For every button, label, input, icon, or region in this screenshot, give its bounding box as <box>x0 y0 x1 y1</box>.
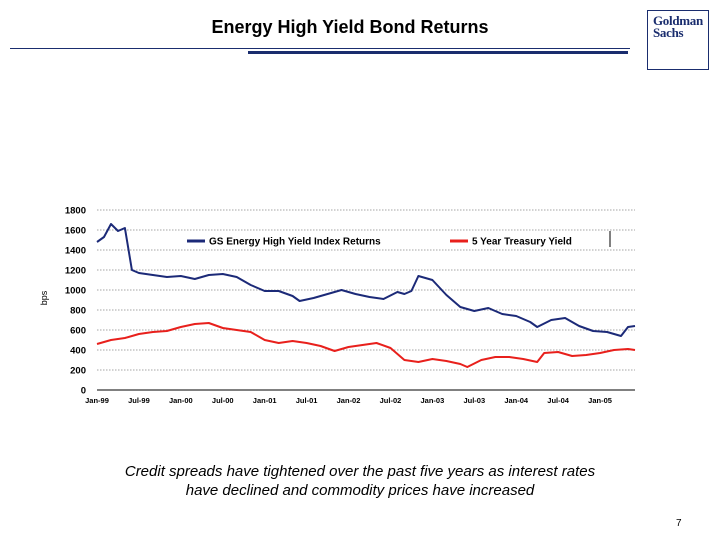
x-tick-label: Jul-03 <box>463 396 485 405</box>
goldman-sachs-logo: Goldman Sachs <box>647 10 709 70</box>
y-tick-label: 1800 <box>65 206 86 217</box>
caption-line-2: have declined and commodity prices have … <box>185 482 535 499</box>
y-tick-label: 600 <box>70 326 86 337</box>
y-tick-label: 1400 <box>65 246 86 257</box>
x-tick-labels: Jan-99 Jul-99 Jan-00 Jul-00 Jan-01 Jul-01 Jan-… <box>85 396 612 405</box>
line-chart: 0 200 400 600 800 1000 1200 1400 1600 1800 Jan-99… <box>39 206 636 405</box>
y-axis-label: bps <box>39 290 49 305</box>
x-tick-label: Jul-02 <box>380 396 402 405</box>
x-tick-label: Jan-03 <box>420 396 444 405</box>
x-tick-label: Jan-99 <box>85 396 109 405</box>
y-tick-label: 800 <box>70 306 86 317</box>
grid-lines <box>97 209 635 391</box>
series-line-hy-index <box>96 223 636 337</box>
x-tick-label: Jan-01 <box>253 396 277 405</box>
y-tick-labels: 0 200 400 600 800 1000 1200 1400 1600 1800 <box>65 206 86 397</box>
y-tick-label: 1000 <box>65 286 86 297</box>
page-number: 7 <box>676 518 682 529</box>
x-tick-label: Jan-05 <box>588 396 612 405</box>
header-divider-thick <box>248 51 628 54</box>
caption: Credit spreads have tightened over the p… <box>40 462 680 500</box>
y-tick-label: 400 <box>70 346 86 357</box>
y-tick-label: 200 <box>70 366 86 377</box>
legend-label: 5 Year Treasury Yield <box>472 237 572 248</box>
logo-line-1: Goldman <box>653 13 703 28</box>
header-divider-thin <box>10 48 630 49</box>
y-tick-label: 1600 <box>65 226 86 237</box>
x-tick-label: Jan-02 <box>337 396 361 405</box>
caption-line-1: Credit spreads have tightened over the p… <box>124 463 596 480</box>
x-tick-label: Jul-04 <box>547 396 570 405</box>
legend-label: GS Energy High Yield Index Returns <box>209 237 381 248</box>
legend: GS Energy High Yield Index Returns 5 Year… <box>187 231 611 248</box>
series-line-treasury <box>96 322 636 368</box>
x-tick-label: Jan-04 <box>504 396 529 405</box>
x-tick-label: Jul-00 <box>212 396 234 405</box>
series-lines <box>96 223 636 368</box>
y-tick-label: 1200 <box>65 266 86 277</box>
x-tick-label: Jan-00 <box>169 396 193 405</box>
page-title: Energy High Yield Bond Returns <box>211 17 489 37</box>
logo-line-2: Sachs <box>653 25 684 40</box>
y-tick-label: 0 <box>81 386 86 397</box>
x-tick-label: Jul-99 <box>128 396 150 405</box>
x-tick-label: Jul-01 <box>296 396 318 405</box>
